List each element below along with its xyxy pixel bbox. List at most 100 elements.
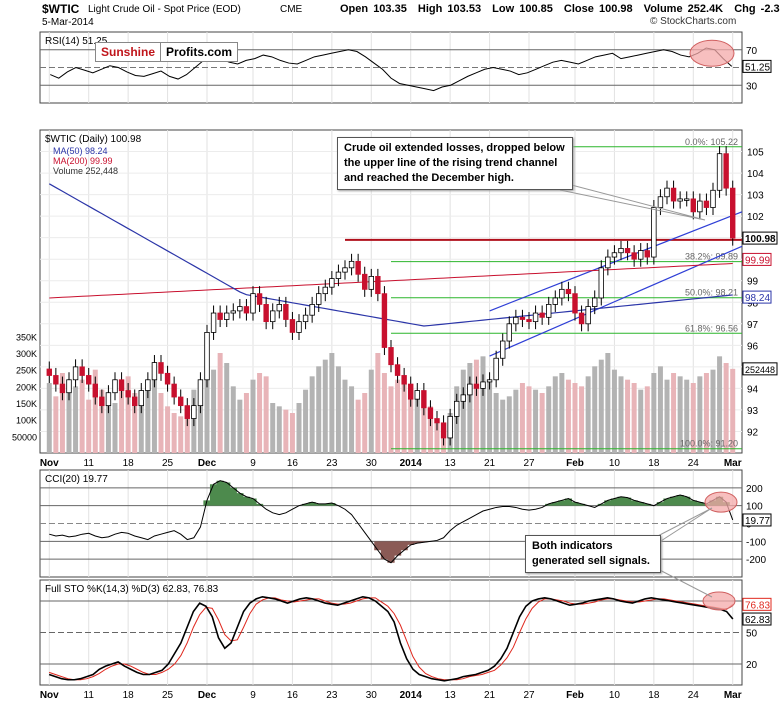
brand-part1: Sunshine bbox=[96, 43, 162, 61]
ma200-line bbox=[49, 263, 733, 299]
candle-body bbox=[460, 394, 466, 402]
volume-bar bbox=[46, 383, 52, 453]
candle-body bbox=[191, 405, 197, 419]
volume-bar bbox=[618, 376, 624, 453]
volume-bar bbox=[381, 373, 387, 453]
volume-bar bbox=[684, 379, 690, 453]
candle-body bbox=[467, 383, 473, 396]
cci-negative-fill bbox=[374, 541, 428, 563]
volume-bar bbox=[710, 369, 716, 453]
candle-body bbox=[302, 314, 309, 323]
volume-tick-label: 200K bbox=[16, 382, 37, 392]
x-tick-label-bottom: Feb bbox=[566, 690, 584, 701]
volume-bar bbox=[303, 389, 309, 453]
last-price-box bbox=[742, 231, 778, 245]
cci-positive-fill bbox=[203, 480, 730, 506]
candle-body bbox=[434, 418, 440, 424]
candle-body bbox=[316, 293, 322, 305]
candle-body bbox=[624, 248, 631, 254]
candle-body bbox=[329, 278, 335, 288]
open-value: 103.35 bbox=[373, 3, 407, 15]
candle-body bbox=[690, 198, 696, 213]
volume-bar bbox=[105, 396, 111, 453]
volume-tick-label: 150K bbox=[16, 399, 37, 409]
candle-body bbox=[572, 293, 578, 314]
x-tick-label-price: 25 bbox=[162, 458, 174, 469]
brand-logo: Sunshine Profits.com bbox=[95, 42, 239, 62]
annotation-pointer bbox=[559, 181, 706, 221]
x-tick-label-price: 9 bbox=[250, 458, 256, 469]
candle-body bbox=[414, 390, 420, 400]
cci-line bbox=[49, 480, 734, 564]
volume-bar bbox=[158, 393, 164, 453]
rsi-line bbox=[50, 47, 733, 92]
volume-bar bbox=[316, 366, 322, 453]
volume-bar bbox=[73, 386, 79, 453]
x-tick-label-bottom: 27 bbox=[523, 690, 535, 701]
sto-d-label: 76.83 bbox=[745, 600, 770, 611]
volume-bar bbox=[467, 363, 473, 453]
volume-bar bbox=[230, 386, 236, 453]
candle-body bbox=[99, 396, 105, 407]
candle-body bbox=[388, 347, 394, 366]
x-tick-label-bottom: 18 bbox=[648, 690, 660, 701]
cci-last-label-box bbox=[742, 513, 772, 527]
candle-body bbox=[394, 364, 401, 376]
x-tick-label-bottom: 13 bbox=[445, 690, 457, 701]
candle-body bbox=[178, 396, 184, 407]
rsi-level-label: 30 bbox=[746, 81, 758, 92]
candle-body bbox=[53, 375, 59, 385]
candle-body bbox=[716, 153, 723, 191]
volume-bar bbox=[677, 376, 683, 453]
sto-d-label-box bbox=[742, 597, 772, 611]
candle-body bbox=[72, 366, 79, 381]
chg-value: -2.35 (-2.27%) bbox=[760, 3, 780, 15]
ma200-legend: MA(200) 99.99 bbox=[53, 156, 113, 166]
candle-body bbox=[526, 319, 532, 323]
volume-bar bbox=[204, 376, 210, 453]
volume-bar bbox=[651, 373, 657, 453]
candle-body bbox=[703, 200, 710, 208]
candle-body bbox=[210, 312, 217, 333]
volume-bar bbox=[506, 396, 512, 453]
last-price-label: 100.98 bbox=[745, 234, 776, 245]
cci-level-label: -100 bbox=[746, 537, 766, 548]
volume-bar bbox=[125, 376, 131, 453]
rsi-level-label: 70 bbox=[746, 46, 758, 57]
candle-body bbox=[598, 267, 604, 299]
candle-body bbox=[500, 340, 506, 359]
volume-bar bbox=[559, 373, 565, 453]
volume-bar bbox=[598, 359, 604, 453]
volume-bar bbox=[342, 379, 348, 453]
volume-bar bbox=[375, 353, 381, 453]
x-tick-label-price: 18 bbox=[123, 458, 135, 469]
candle-body bbox=[296, 321, 302, 333]
instrument-description: Light Crude Oil - Spot Price (EOD) bbox=[88, 4, 241, 15]
candle-body bbox=[730, 187, 736, 239]
chart-date: 5-Mar-2014 bbox=[42, 17, 94, 28]
candle-body bbox=[427, 407, 434, 419]
candle-body bbox=[368, 276, 374, 290]
volume-bar bbox=[500, 399, 506, 453]
trend-channel-lower bbox=[489, 245, 743, 357]
volume-bar bbox=[145, 379, 151, 453]
price-y-tick-label: 102 bbox=[747, 212, 764, 223]
volume-bar bbox=[414, 396, 420, 453]
cci-level-label: -200 bbox=[746, 555, 766, 566]
price-y-tick-label: 104 bbox=[747, 169, 764, 180]
volume-bar bbox=[408, 389, 414, 453]
volume-tick-label: 300K bbox=[16, 349, 37, 359]
candle-body bbox=[243, 306, 250, 314]
volume-bar bbox=[79, 379, 85, 453]
volume-bar bbox=[276, 406, 282, 453]
volume-bar bbox=[59, 373, 65, 453]
candle-body bbox=[631, 252, 637, 260]
candle-body bbox=[513, 316, 519, 325]
candle-body bbox=[355, 260, 361, 275]
volume-bar bbox=[335, 366, 341, 453]
volume-bar bbox=[217, 353, 223, 453]
x-tick-label-bottom: 21 bbox=[484, 690, 496, 701]
high-label: High bbox=[417, 3, 443, 15]
candle-body bbox=[79, 366, 85, 376]
candle-body bbox=[250, 293, 256, 314]
